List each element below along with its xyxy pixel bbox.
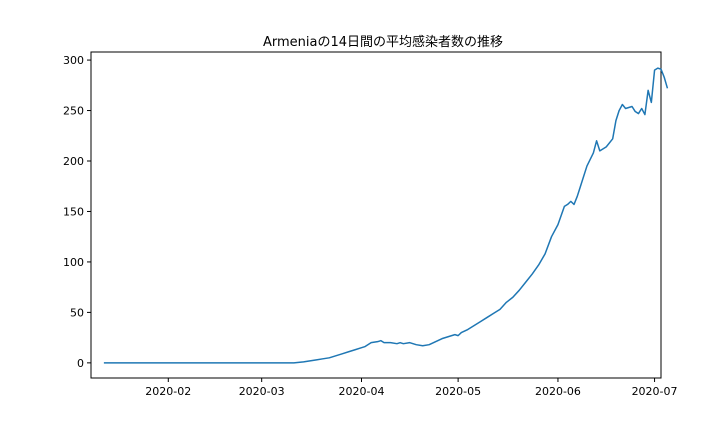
y-tick-label: 50 [70, 306, 84, 319]
chart-title: Armeniaの14日間の平均感染者数の推移 [263, 34, 503, 50]
y-tick-label: 200 [63, 155, 84, 168]
series-line [103, 67, 669, 364]
plot-frame [90, 51, 662, 379]
y-tick-label: 250 [63, 105, 84, 118]
x-tick-label: 2020-05 [435, 385, 481, 398]
x-tick-label: 2020-07 [632, 385, 678, 398]
series-layer [103, 67, 669, 364]
y-tick-label: 100 [63, 256, 84, 269]
y-tick-label: 150 [63, 205, 84, 218]
x-tick-label: 2020-06 [535, 385, 581, 398]
x-tick-label: 2020-02 [145, 385, 191, 398]
x-axis: 2020-02 2020-03 2020-04 2020-05 2020-06 2020-… [145, 378, 678, 398]
x-tick-label: 2020-04 [339, 385, 385, 398]
y-axis: 0 50 100 150 200 250 300 [63, 54, 91, 370]
y-tick-label: 0 [77, 357, 84, 370]
x-tick-label: 2020-03 [239, 385, 285, 398]
y-tick-label: 300 [63, 54, 84, 67]
